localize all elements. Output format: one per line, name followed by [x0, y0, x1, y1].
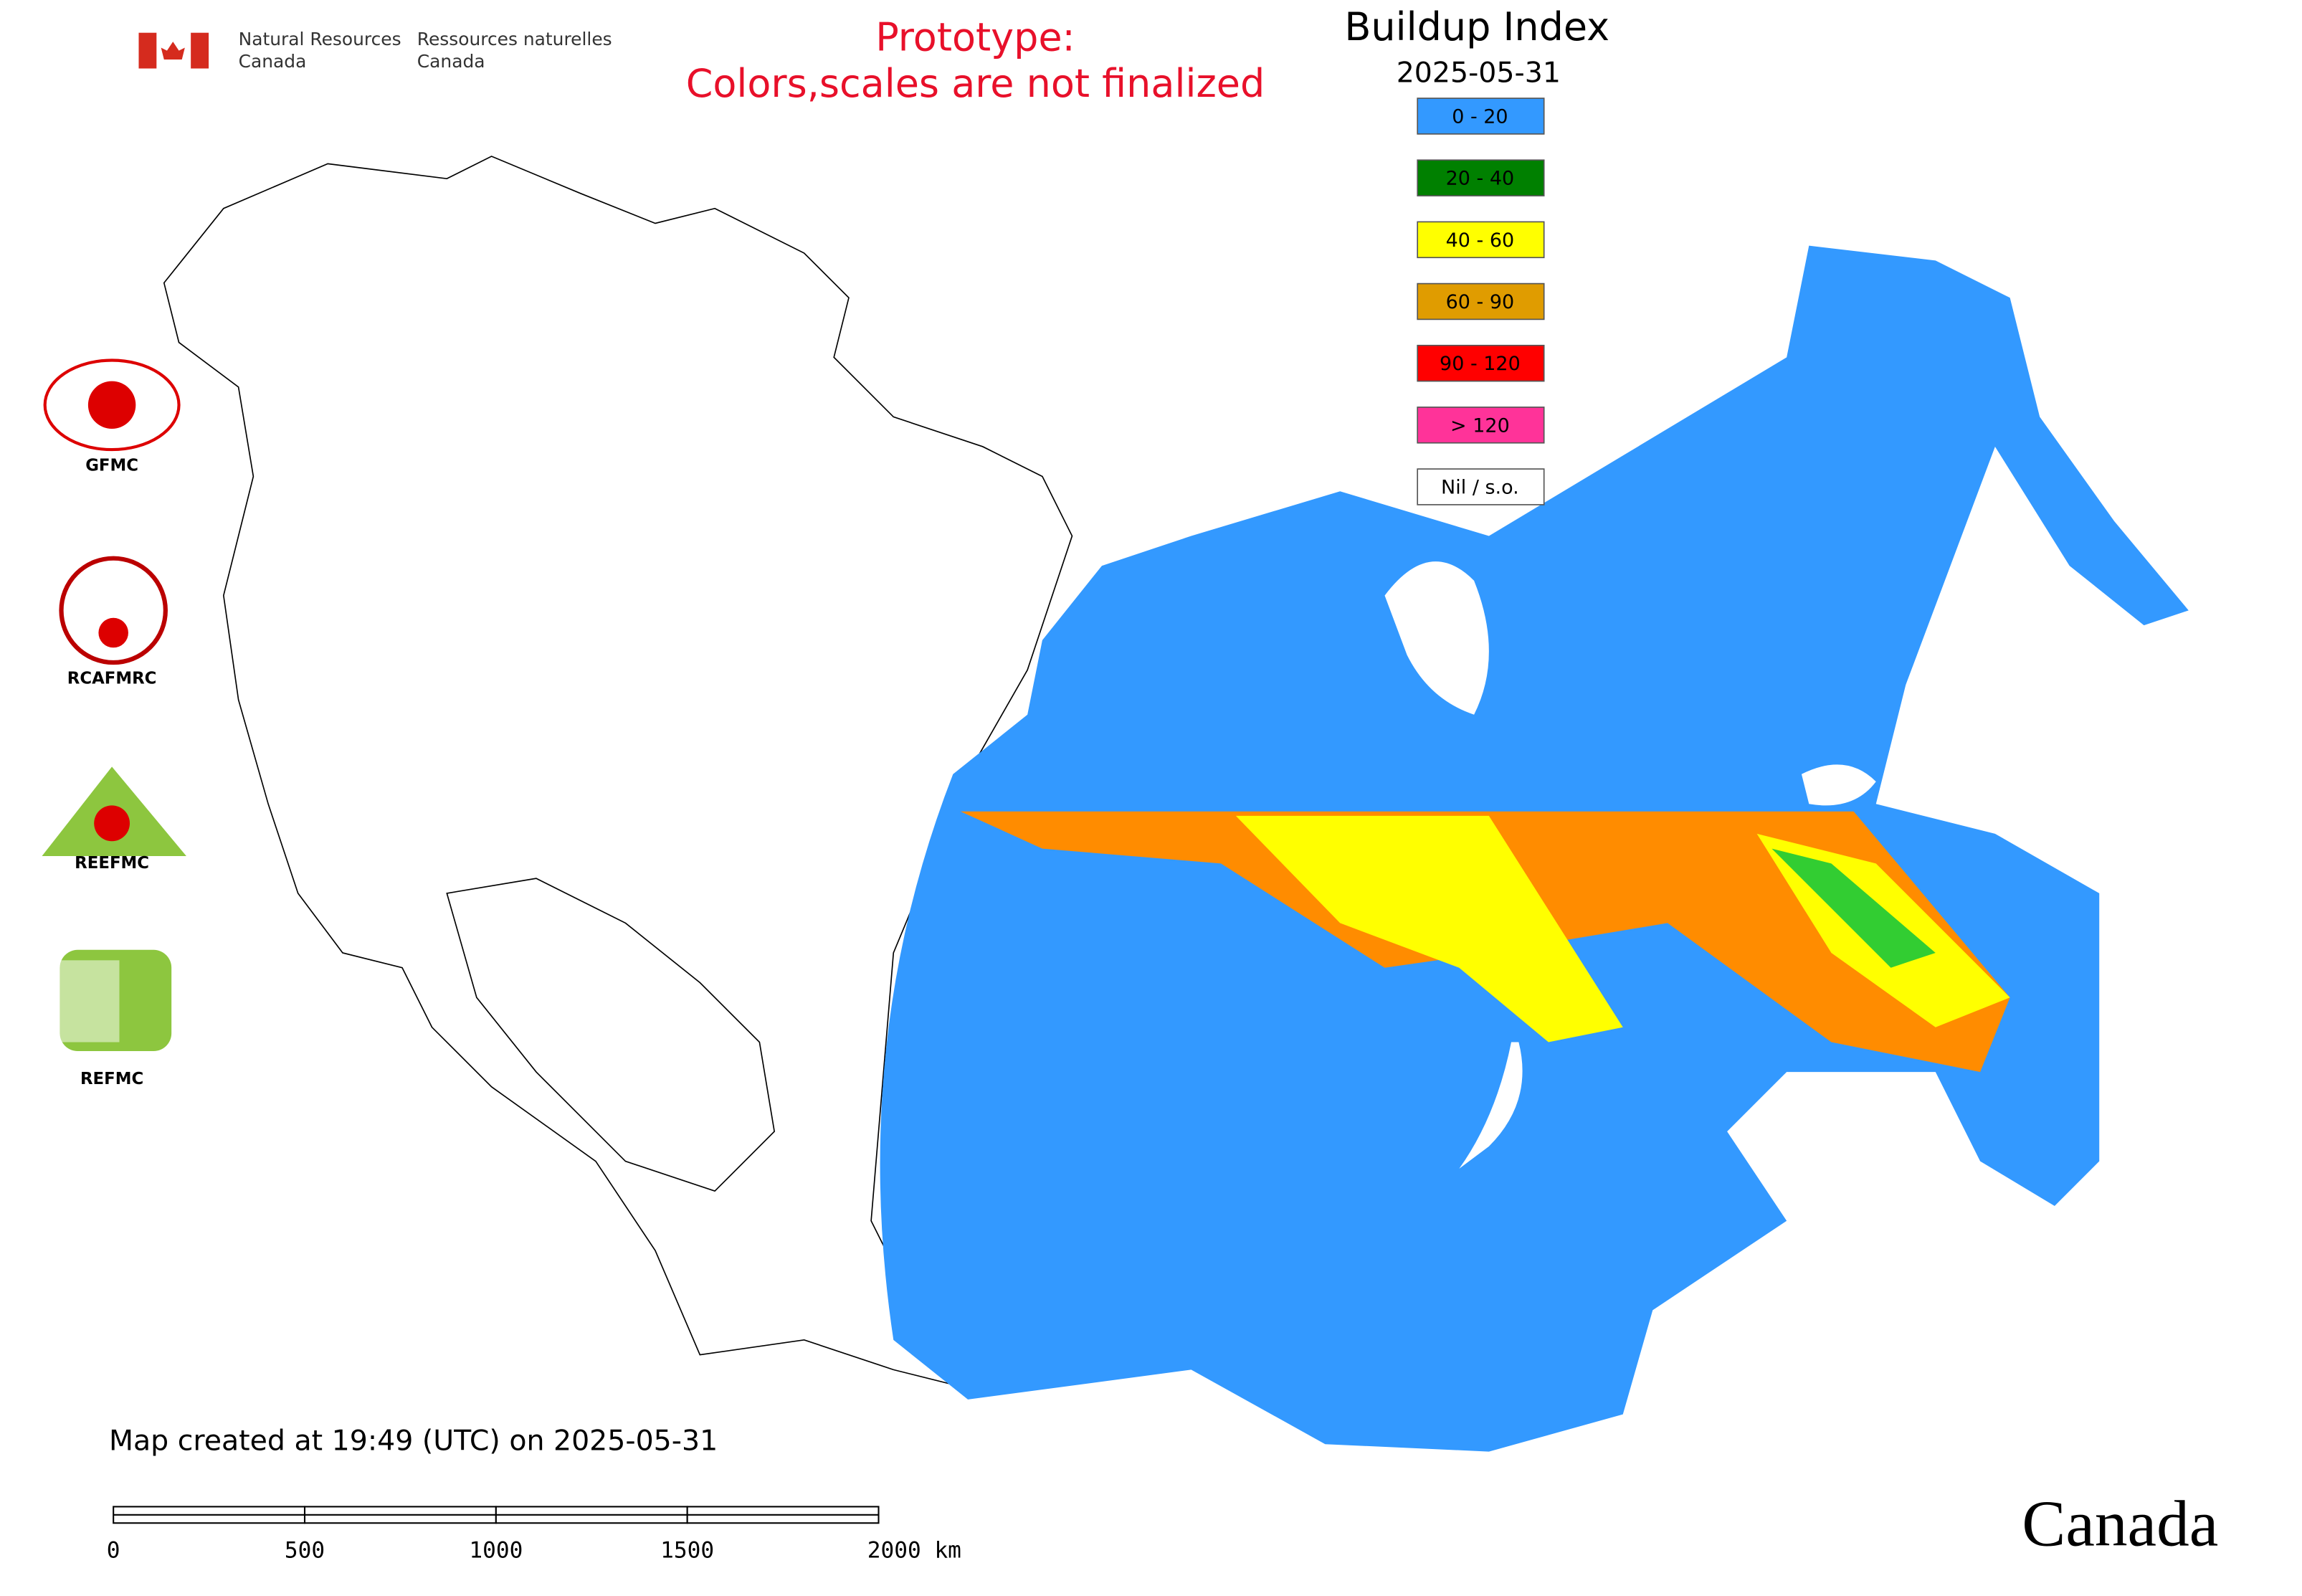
lake [1459, 1042, 1523, 1169]
legend-swatch [1417, 221, 1545, 259]
created-note: Map created at 19:49 (UTC) on 2025-05-31 [109, 1425, 718, 1458]
legend-label: 0 - 20 [1452, 106, 1508, 128]
legend-label: 20 - 40 [1446, 168, 1515, 190]
legend-label: Nil / s.o. [1441, 477, 1519, 499]
org-en: Canada [239, 51, 307, 72]
logo-label: RCAFMRC [67, 669, 157, 688]
logo-rcafmrc [59, 556, 168, 665]
notice: Colors,scales are not finalized [686, 61, 1265, 106]
land-outline [446, 878, 776, 1192]
logo-refmc [60, 949, 172, 1052]
legend-swatch [1417, 344, 1545, 382]
scale-label: 2000 km [867, 1538, 961, 1564]
legend: 0 - 20 20 - 40 40 - 60 60 - 90 90 - 120 > 120… [1417, 98, 1545, 505]
legend-label: 90 - 120 [1440, 353, 1521, 375]
sea [1801, 764, 1876, 806]
bui-band [1235, 815, 1623, 1042]
scale-label: 0 [107, 1538, 120, 1564]
logo-label: REEFMC [75, 854, 149, 873]
scale-label: 1000 [469, 1538, 523, 1564]
scale-label: 1500 [660, 1538, 714, 1564]
sea [1384, 561, 1489, 715]
wordmark: Canada [2022, 1488, 2218, 1560]
bui-band [1771, 848, 1936, 968]
legend-swatch [1417, 282, 1545, 320]
legend-label: 60 - 90 [1446, 291, 1515, 313]
logo-reefmc [42, 766, 186, 856]
legend-swatch [1417, 407, 1545, 444]
flag [138, 32, 209, 69]
legend-title: Buildup Index [1344, 4, 1609, 49]
legend-swatch [1417, 468, 1545, 505]
notice: Prototype: [875, 15, 1075, 60]
legend-date: 2025-05-31 [1397, 56, 1561, 89]
legend-label: 40 - 60 [1446, 229, 1515, 252]
scale-bar: 0 500 1000 1500 2000 km [107, 1506, 961, 1564]
logo-label: GFMC [85, 456, 138, 475]
org-en: Natural Resources [239, 29, 401, 49]
logo-label: REFMC [80, 1070, 143, 1088]
org-fr: Ressources naturelles [417, 29, 612, 49]
legend-label: > 120 [1450, 414, 1510, 437]
scale-label: 500 [285, 1538, 325, 1564]
land-outline [163, 156, 1073, 1386]
logo-gfmc [43, 358, 181, 452]
org-fr: Canada [417, 51, 485, 72]
legend-swatch [1417, 98, 1545, 135]
legend-swatch [1417, 159, 1545, 196]
